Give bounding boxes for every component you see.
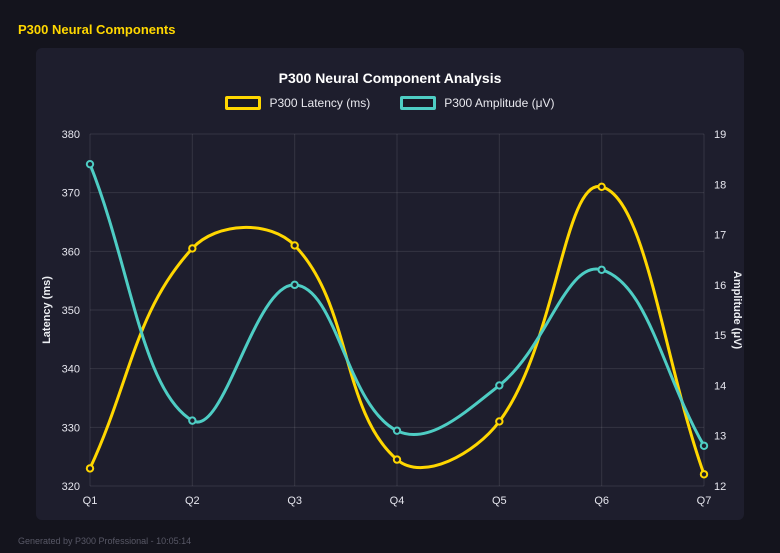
amplitude-point[interactable] — [188, 416, 197, 425]
latency-point[interactable] — [85, 464, 95, 473]
chart-card: P300 Neural Component Analysis P300 Late… — [36, 48, 744, 520]
svg-text:320: 320 — [62, 481, 80, 493]
svg-text:Q7: Q7 — [697, 495, 712, 507]
svg-text:15: 15 — [714, 330, 726, 342]
amplitude-points — [85, 159, 709, 450]
svg-text:Q5: Q5 — [492, 495, 507, 507]
svg-text:Q4: Q4 — [390, 495, 405, 507]
footer-note: Generated by P300 Professional - 10:05:1… — [18, 536, 192, 546]
grid-lines — [89, 133, 705, 487]
amplitude-point[interactable] — [597, 265, 606, 274]
latency-point[interactable] — [597, 182, 606, 191]
amplitude-point[interactable] — [392, 426, 402, 435]
amplitude-point[interactable] — [699, 441, 709, 450]
svg-text:350: 350 — [62, 305, 80, 317]
chart-legend: P300 Latency (ms) P300 Amplitude (μV) — [36, 96, 744, 110]
latency-point[interactable] — [495, 417, 504, 426]
svg-text:19: 19 — [714, 129, 726, 141]
amplitude-point[interactable] — [290, 280, 299, 290]
amplitude-point[interactable] — [495, 381, 504, 390]
latency-points — [85, 182, 709, 479]
svg-text:13: 13 — [714, 431, 726, 443]
legend-swatch-latency — [225, 96, 262, 110]
page-title: P300 Neural Components — [18, 22, 176, 37]
svg-text:370: 370 — [62, 188, 80, 200]
latency-point[interactable] — [392, 455, 402, 464]
svg-text:Q3: Q3 — [287, 495, 302, 507]
svg-text:Q1: Q1 — [83, 495, 98, 507]
svg-text:14: 14 — [714, 380, 726, 392]
svg-text:18: 18 — [714, 179, 726, 191]
svg-text:380: 380 — [62, 129, 80, 141]
svg-text:360: 360 — [62, 246, 80, 258]
svg-text:Q2: Q2 — [185, 495, 200, 507]
svg-text:16: 16 — [714, 280, 726, 292]
left-axis-title: Latency (ms) — [41, 276, 53, 344]
legend-label-amplitude: P300 Amplitude (μV) — [444, 96, 555, 110]
latency-point[interactable] — [188, 244, 197, 253]
axis-tick-labels: 320 330 340 350 360 370 380 12 13 14 15 16 17 18 19 Q1 Q… — [62, 129, 727, 507]
amplitude-point[interactable] — [85, 159, 95, 169]
legend-swatch-amplitude — [400, 96, 437, 110]
latency-point[interactable] — [699, 470, 709, 479]
svg-text:Q6: Q6 — [594, 495, 609, 507]
legend-label-latency: P300 Latency (ms) — [269, 96, 371, 110]
svg-text:17: 17 — [714, 230, 726, 242]
right-axis-title: Amplitude (μV) — [731, 271, 743, 350]
svg-text:12: 12 — [714, 481, 726, 493]
chart-title: P300 Neural Component Analysis — [278, 70, 502, 86]
svg-text:330: 330 — [62, 422, 80, 434]
svg-text:340: 340 — [62, 364, 80, 376]
legend-item-amplitude[interactable]: P300 Amplitude (μV) — [400, 96, 555, 110]
legend-item-latency[interactable]: P300 Latency (ms) — [225, 96, 370, 110]
chart-canvas[interactable]: 320 330 340 350 360 370 380 12 13 14 15 16 17 18 19 Q1 Q… — [36, 124, 744, 516]
latency-point[interactable] — [290, 241, 299, 250]
